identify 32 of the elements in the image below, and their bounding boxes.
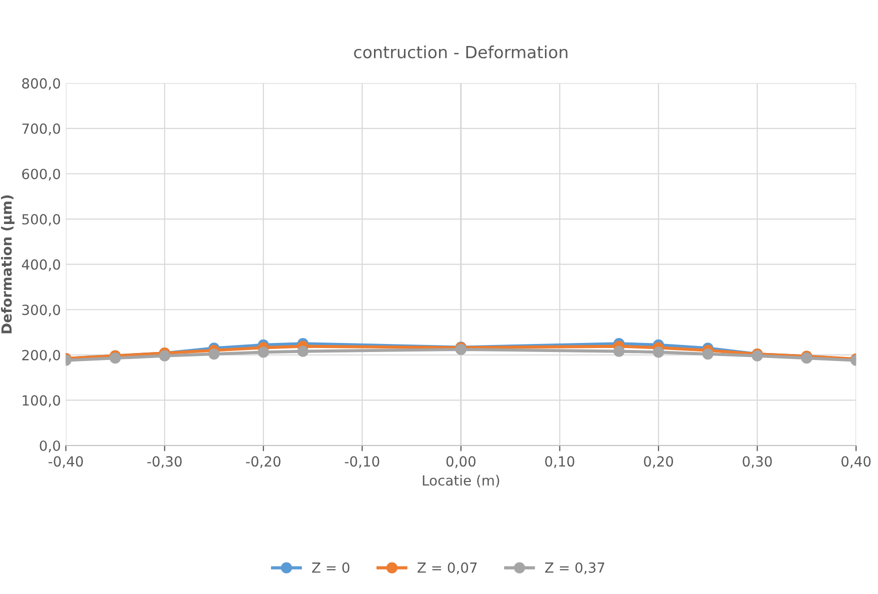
y-tick-label: 300,0 [22, 304, 60, 317]
point [110, 352, 121, 364]
x-tick-label: 0,10 [545, 456, 574, 468]
point [702, 348, 714, 360]
y-tick-label: 700,0 [22, 123, 60, 136]
legend-label: Z = 0,07 [418, 562, 477, 574]
y-tick-label: 200,0 [22, 350, 60, 362]
y-tick-label: 600,0 [22, 168, 60, 181]
point [652, 346, 664, 358]
x-tick-label: 0,40 [842, 456, 871, 468]
y-tick-label: 0,0 [40, 440, 60, 452]
x-tick-label: -0,40 [48, 456, 83, 468]
y-tick-label: 400,0 [22, 259, 60, 272]
y-axis-title: Deformation (µm) [1, 195, 14, 334]
x-tick-label: -0,20 [246, 456, 280, 468]
x-axis-title: Locatie (m) [422, 474, 500, 488]
legend-label: Z = 0 [312, 562, 350, 573]
x-tick-label: -0,10 [344, 456, 380, 468]
y-tick-label: 100,0 [22, 395, 60, 408]
x-tick-label: 0,30 [742, 456, 772, 468]
x-tick-label: 0,00 [446, 456, 476, 468]
point [258, 346, 269, 358]
point [208, 348, 220, 360]
point [159, 350, 170, 362]
x-tick-label: 0,20 [644, 456, 674, 468]
chart-title: contruction - Deformation [354, 45, 568, 58]
point [613, 346, 625, 357]
y-tick-label: 500,0 [22, 214, 60, 226]
x-tick-label: -0,30 [147, 456, 182, 468]
y-tick-label: 800,0 [22, 78, 60, 90]
legend-label: Z = 0,37 [545, 562, 604, 574]
point [297, 346, 308, 357]
